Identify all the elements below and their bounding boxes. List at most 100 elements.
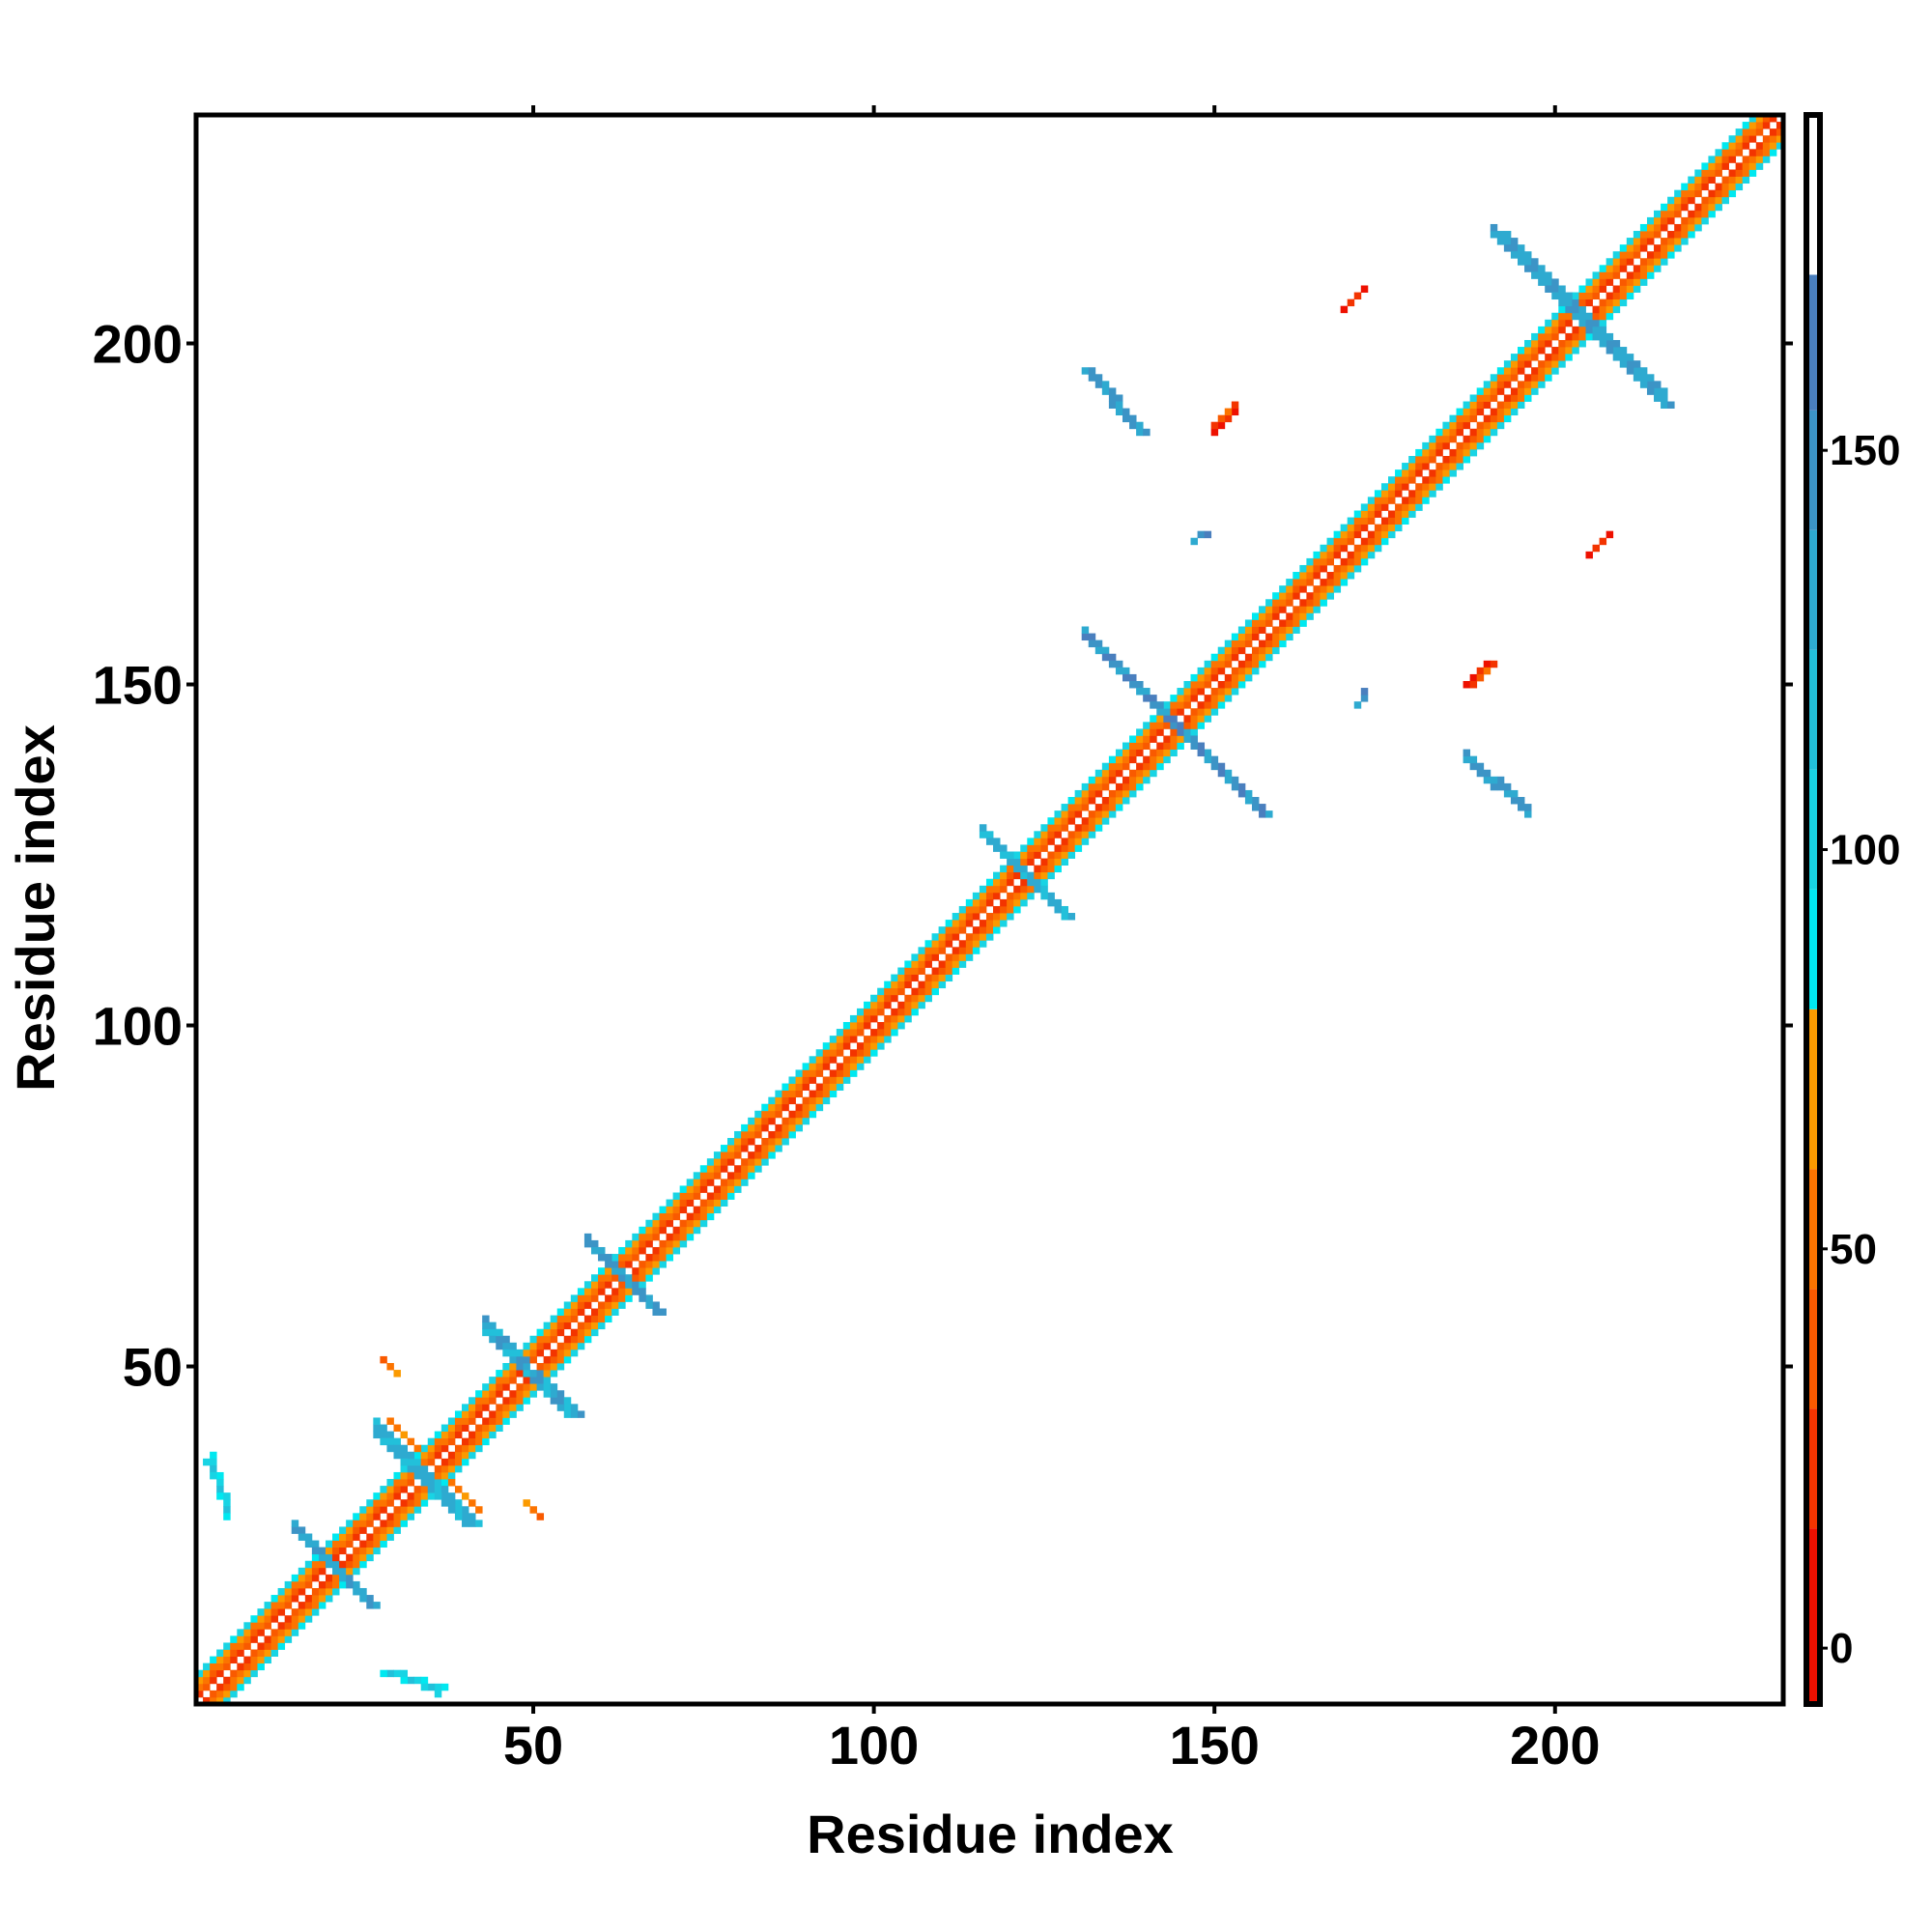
- heatmap-cell: [502, 1417, 510, 1425]
- heatmap-cell: [870, 1049, 878, 1057]
- heatmap-cell: [1177, 742, 1184, 750]
- heatmap-cell: [304, 1580, 313, 1589]
- heatmap-cell: [822, 1090, 831, 1098]
- heatmap-cell: [809, 1063, 817, 1070]
- heatmap-cell: [993, 871, 1001, 880]
- heatmap-cell: [1605, 258, 1614, 266]
- heatmap-cell: [1524, 258, 1532, 266]
- heatmap-cell: [842, 1036, 851, 1043]
- heatmap-cell: [1306, 606, 1314, 613]
- heatmap-cell: [1490, 231, 1498, 239]
- heatmap-cell: [918, 1001, 925, 1009]
- heatmap-cell: [257, 1622, 265, 1630]
- heatmap-cell: [1476, 769, 1485, 778]
- heatmap-cell: [775, 1090, 782, 1098]
- heatmap-cell: [1681, 223, 1689, 232]
- heatmap-cell: [1047, 865, 1055, 873]
- heatmap-cell: [1013, 858, 1021, 867]
- heatmap-cell: [1027, 851, 1035, 859]
- heatmap-cell: [1585, 298, 1593, 307]
- heatmap-cell: [1545, 319, 1552, 327]
- heatmap-cell: [237, 1635, 244, 1643]
- heatmap-cell: [775, 1096, 782, 1105]
- heatmap-cell: [1762, 122, 1771, 129]
- heatmap-cell: [645, 1239, 653, 1248]
- heatmap-cell: [1402, 517, 1409, 526]
- heatmap-cell: [583, 1294, 592, 1302]
- heatmap-cell: [469, 1513, 476, 1520]
- heatmap-cell: [1136, 776, 1144, 784]
- heatmap-cell: [993, 878, 1001, 887]
- heatmap-cell: [366, 1533, 374, 1541]
- heatmap-cell: [550, 1362, 558, 1371]
- heatmap-cell: [679, 1226, 688, 1235]
- heatmap-cell: [1762, 156, 1771, 163]
- heatmap-cell: [605, 1281, 612, 1289]
- heatmap-cell: [277, 1622, 286, 1630]
- heatmap-cell: [270, 1642, 279, 1650]
- heatmap-cell: [1326, 544, 1335, 553]
- heatmap-cell: [1293, 572, 1300, 580]
- heatmap-cell: [1265, 606, 1273, 613]
- heatmap-cell: [1476, 387, 1485, 395]
- heatmap-cell: [1626, 251, 1634, 259]
- heatmap-cell: [210, 1464, 217, 1473]
- heatmap-cell: [1654, 265, 1662, 272]
- heatmap-cell: [223, 1499, 231, 1507]
- heatmap-cell: [475, 1437, 483, 1446]
- heatmap-cell: [230, 1683, 238, 1691]
- heatmap-cell: [210, 1451, 217, 1460]
- heatmap-cell: [1293, 585, 1300, 593]
- heatmap-cell: [1244, 633, 1253, 641]
- heatmap-cell: [1183, 680, 1191, 689]
- heatmap-cell: [563, 1301, 572, 1309]
- heatmap-cell: [924, 947, 932, 954]
- heatmap-cell: [1585, 278, 1593, 286]
- heatmap-cell: [1524, 387, 1532, 395]
- heatmap-cell: [1237, 680, 1246, 689]
- heatmap-cell: [243, 1622, 251, 1630]
- heatmap-cell: [1735, 135, 1744, 143]
- heatmap-cell: [1190, 715, 1198, 723]
- heatmap-cell: [1244, 639, 1253, 648]
- heatmap-cell: [304, 1540, 313, 1548]
- heatmap-cell: [264, 1622, 271, 1630]
- heatmap-cell: [223, 1690, 231, 1698]
- heatmap-cell: [748, 1117, 755, 1125]
- heatmap-cell: [1667, 203, 1675, 212]
- heatmap-cell: [706, 1158, 715, 1166]
- heatmap-cell: [237, 1683, 244, 1691]
- heatmap-cell: [1755, 128, 1764, 136]
- heatmap-cell: [891, 1014, 898, 1023]
- heatmap-cell: [1299, 619, 1307, 627]
- heatmap-cell: [972, 933, 980, 941]
- heatmap-cell: [870, 994, 878, 1003]
- heatmap-cell: [625, 1239, 633, 1248]
- heatmap-cell: [1395, 524, 1403, 532]
- heatmap-cell: [1265, 810, 1273, 818]
- heatmap-cell: [502, 1383, 510, 1391]
- heatmap-cell: [822, 1049, 831, 1057]
- heatmap-cell: [1143, 688, 1151, 696]
- heatmap-cell: [1251, 612, 1260, 620]
- colorbar-band: [1806, 769, 1820, 890]
- heatmap-cell: [1013, 898, 1021, 907]
- heatmap-cell: [1503, 789, 1512, 798]
- heatmap-cell: [625, 1254, 633, 1262]
- heatmap-cell: [911, 1001, 919, 1009]
- heatmap-cell: [489, 1328, 497, 1337]
- heatmap-cell: [264, 1602, 271, 1609]
- heatmap-cell: [1380, 483, 1389, 491]
- heatmap-cell: [1074, 789, 1083, 798]
- heatmap-cell: [1545, 354, 1552, 361]
- heatmap-cell: [277, 1629, 286, 1636]
- heatmap-cell: [462, 1451, 469, 1460]
- heatmap-cell: [618, 1301, 626, 1309]
- heatmap-cell: [482, 1397, 490, 1405]
- heatmap-cell: [754, 1165, 762, 1173]
- heatmap-cell: [897, 980, 905, 989]
- heatmap-cell: [652, 1267, 660, 1275]
- heatmap-cell: [1177, 688, 1184, 696]
- heatmap-cell: [1326, 585, 1335, 593]
- heatmap-cell: [509, 1342, 517, 1350]
